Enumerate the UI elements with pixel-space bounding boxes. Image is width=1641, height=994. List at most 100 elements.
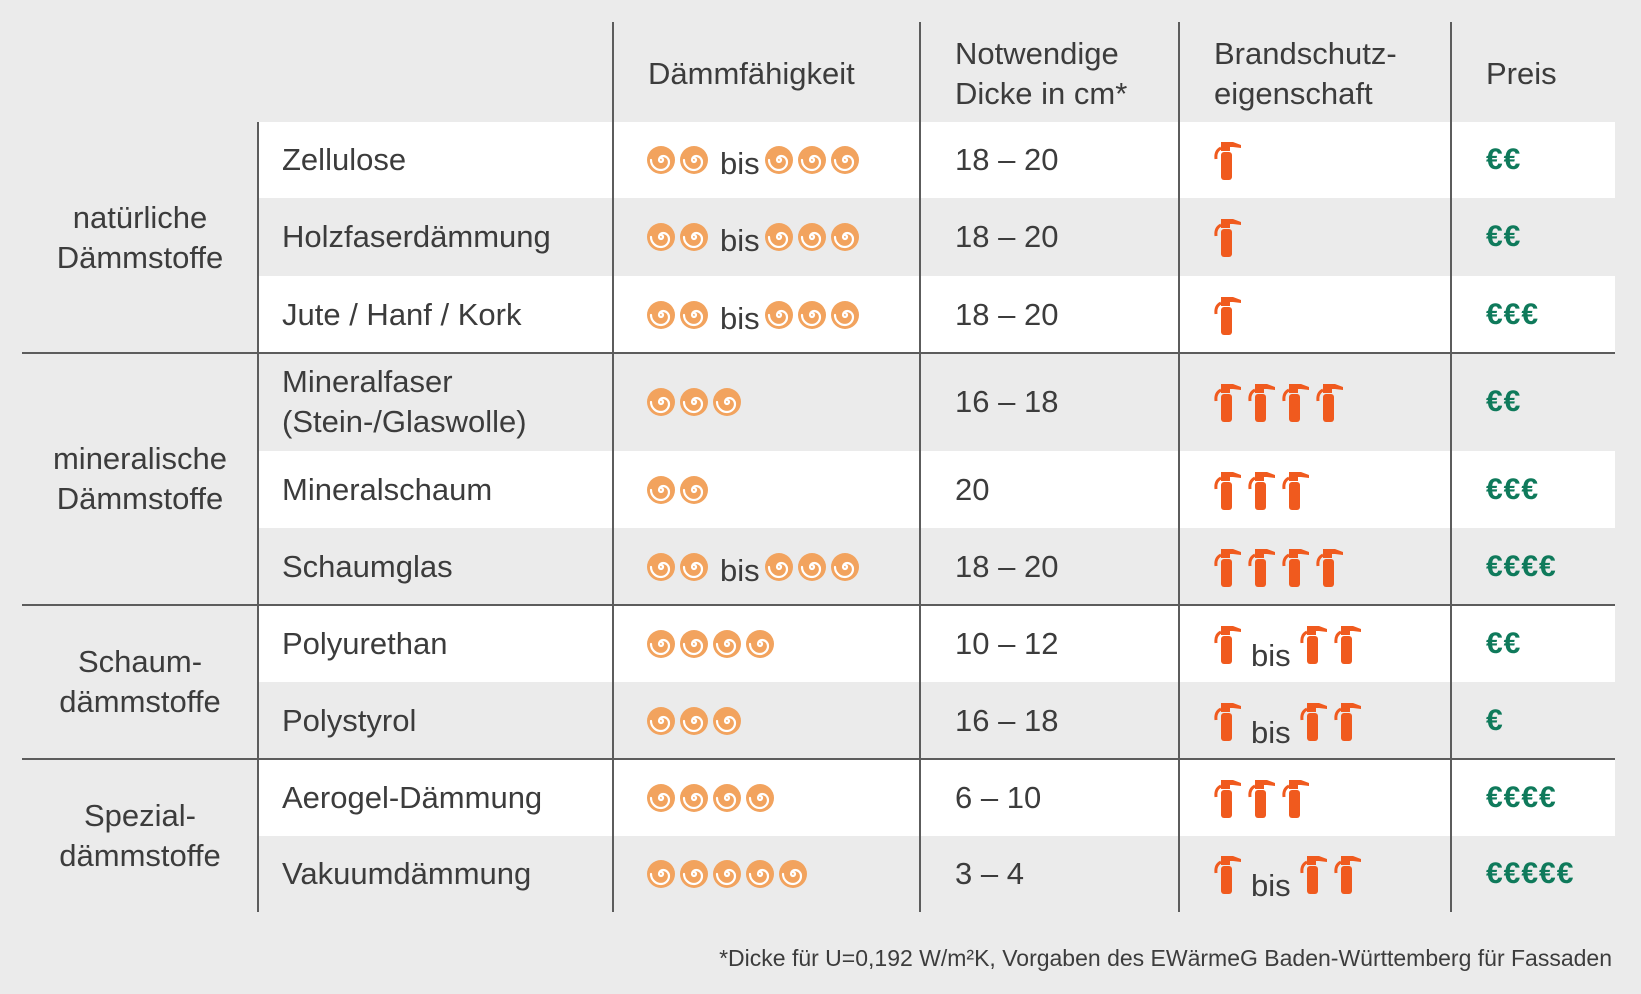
header-dicke-line1: Notwendige [955,36,1119,71]
divider-vertical [1178,22,1180,912]
material-name: Schaumglas [282,548,453,584]
bis-label: bis [720,146,760,181]
fire-extinguisher-icon [1281,381,1311,423]
cell-daemmfaehigkeit [646,836,811,912]
group-schaum: Schaum-dämmstoffe [22,605,258,759]
header-brandschutz-line1: Brandschutz- [1214,36,1397,71]
swirl-icon [712,706,742,736]
cell-brandschutz [1213,528,1349,605]
fire-extinguisher-icon [1213,546,1243,588]
fire-extinguisher-icon [1213,469,1243,511]
cell-preis: €€€€€ [1486,857,1575,890]
swirl-icon [830,222,860,252]
swirl-icon [830,552,860,582]
cell-preis: €€ [1486,220,1522,253]
cell-brandschutz [1213,353,1349,451]
fire-extinguisher-icon [1281,777,1311,819]
fire-extinguisher-icon [1213,139,1243,181]
fire-extinguisher-icon [1247,546,1277,588]
fire-extinguisher-icon [1213,853,1243,895]
swirl-icon [679,387,709,417]
material-name: Mineralschaum [282,471,493,507]
cell-daemmfaehigkeit [646,353,745,451]
divider-vertical [612,22,614,912]
group-mineralische: mineralische Dämmstoffe [22,353,258,605]
material-name: Holzfaserdämmung [282,219,551,254]
material-name: Zellulose [282,142,407,177]
swirl-icon [679,629,709,659]
swirl-icon [745,629,775,659]
cell-brandschutz [1213,122,1247,198]
cell-dicke: 10 – 12 [955,625,1059,661]
swirl-icon [745,783,775,813]
fire-extinguisher-icon [1213,623,1243,665]
fire-extinguisher-icon [1213,700,1243,742]
swirl-icon [646,145,676,175]
table-row: Mineralfaser (Stein-/Glaswolle) 16 – 18 €€ [258,353,1615,451]
fire-extinguisher-icon [1299,700,1329,742]
cell-material: Schaumglas [282,528,453,605]
swirl-icon [797,222,827,252]
group-label-line1: natürliche [72,199,208,235]
table-row: Zellulose bis 18 – 20 €€ [258,122,1615,198]
table-row: Schaumglas bis 18 – 20 €€€€ [258,528,1615,605]
cell-daemmfaehigkeit [646,682,745,759]
swirl-icon [679,859,709,889]
fire-extinguisher-icon [1315,381,1345,423]
swirl-icon [745,859,775,889]
cell-material: Vakuumdämmung [282,836,531,912]
cell-dicke: 3 – 4 [955,856,1024,891]
header-daemmfaehigkeit: Dämmfähigkeit [648,56,855,91]
cell-preis: €€ [1486,626,1522,660]
cell-preis: €€€ [1486,472,1540,506]
group-label-line2: dämmstoffe [59,684,221,719]
cell-preis: €€€ [1486,297,1540,331]
group-label-line2: Dämmstoffe [56,239,224,275]
cell-dicke: 18 – 20 [955,548,1059,584]
bis-label: bis [720,300,760,336]
cell-daemmfaehigkeit [646,451,712,528]
swirl-icon [646,387,676,417]
material-name: Polystyrol [282,702,417,738]
group-label-line1: mineralische [52,441,227,476]
fire-extinguisher-icon [1299,623,1329,665]
material-name: Vakuumdämmung [282,856,532,891]
cell-dicke: 6 – 10 [955,779,1042,815]
swirl-icon [830,300,860,330]
footnote: *Dicke für U=0,192 W/m²K, Vorgaben des E… [719,945,1612,971]
bis-label: bis [720,552,760,588]
material-name: Jute / Hanf / Kork [282,296,522,332]
fire-extinguisher-icon [1247,381,1277,423]
cell-daemmfaehigkeit: bis [646,198,863,276]
swirl-icon [679,300,709,330]
cell-material: Polystyrol [282,682,416,759]
cell-dicke: 16 – 18 [955,702,1059,738]
bis-label: bis [720,223,760,258]
table-row: Polyurethan 10 – 12 bis €€ [258,605,1615,682]
material-name: Aerogel-Dämmung [282,779,543,815]
divider-vertical [1450,22,1452,912]
cell-dicke: 20 [955,471,990,507]
cell-brandschutz [1213,451,1315,528]
swirl-icon [797,300,827,330]
swirl-icon [712,387,742,417]
fire-extinguisher-icon [1281,546,1311,588]
cell-daemmfaehigkeit: bis [646,276,863,353]
cell-brandschutz: bis [1213,605,1367,682]
fire-extinguisher-icon [1213,294,1243,336]
cell-preis: €€ [1486,143,1522,176]
swirl-icon [679,706,709,736]
bis-label: bis [1251,637,1291,673]
cell-brandschutz [1213,759,1315,836]
bis-label: bis [1251,868,1291,903]
material-name: Mineralfaser [282,364,453,399]
divider-vertical [919,22,921,912]
group-natuerliche: natürliche Dämmstoffe [22,122,258,353]
cell-daemmfaehigkeit: bis [646,528,863,605]
swirl-icon [712,783,742,813]
group-label-line1: Spezial- [83,797,196,833]
fire-extinguisher-icon [1299,853,1329,895]
table-row: Aerogel-Dämmung 6 – 10 €€€€ [258,759,1615,836]
cell-material: Mineralschaum [282,451,492,528]
